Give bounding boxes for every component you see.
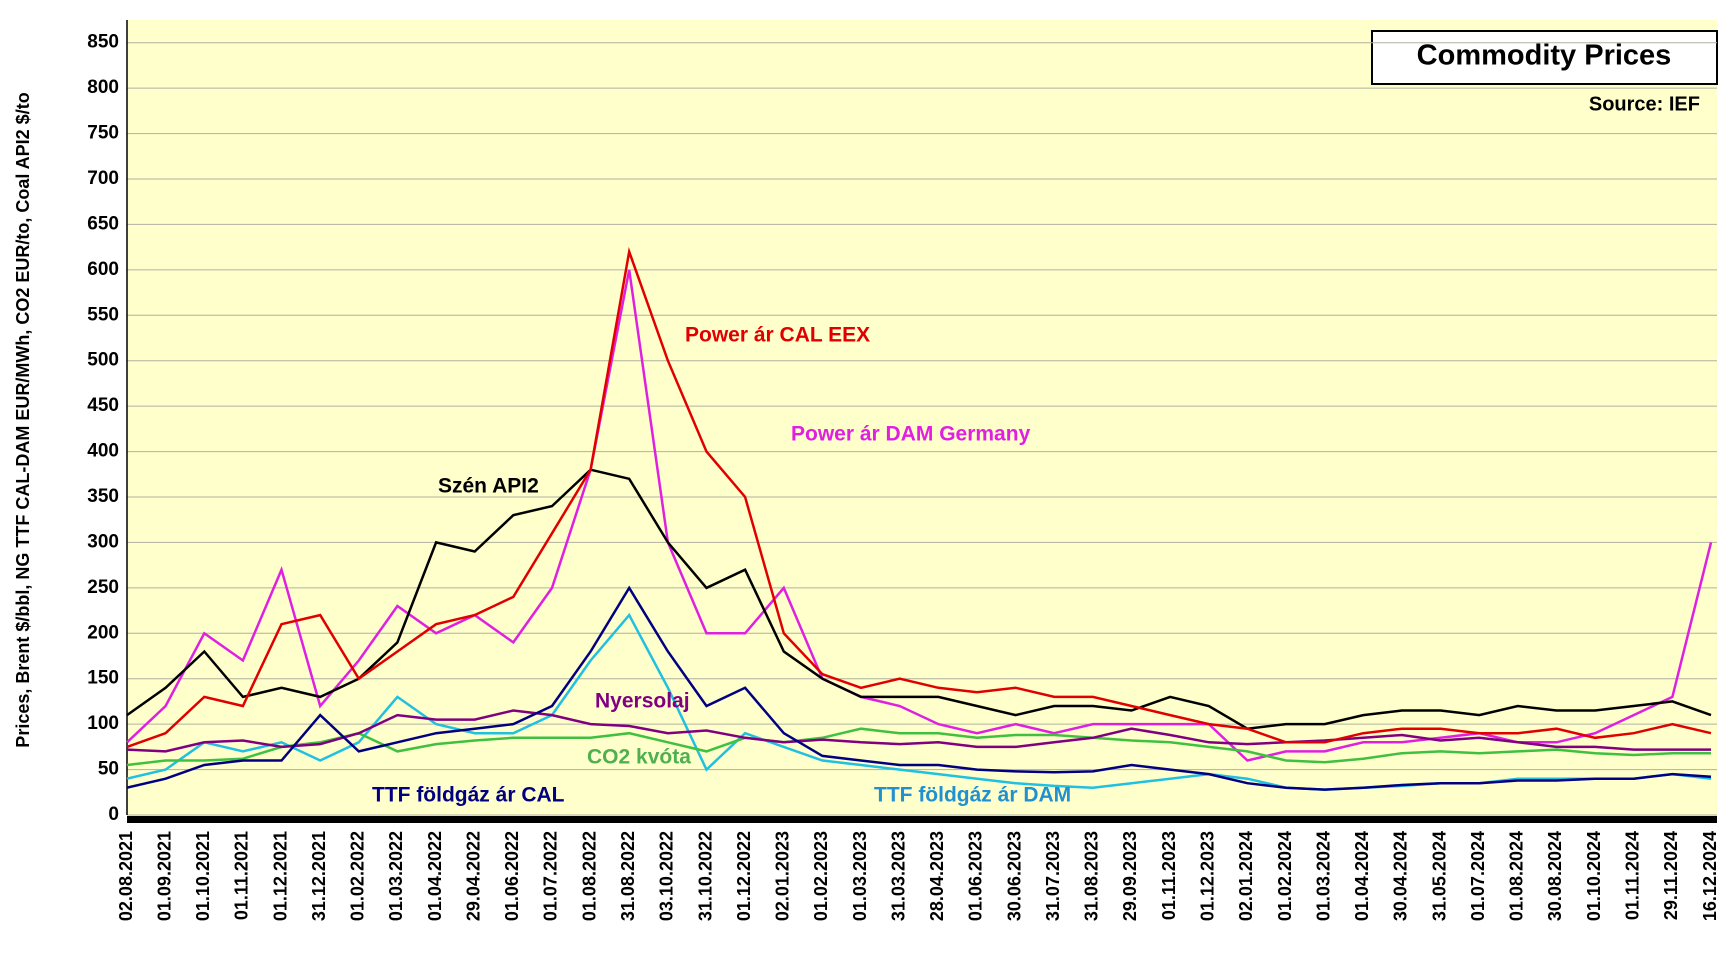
y-tick-label: 400 xyxy=(87,441,119,462)
chart-title: Commodity Prices xyxy=(1417,40,1672,72)
x-tick-label: 16.12.2024 xyxy=(1700,831,1720,921)
y-tick-label: 700 xyxy=(87,168,119,189)
x-tick-label: 01.09.2021 xyxy=(154,831,174,921)
x-tick-label: 01.03.2024 xyxy=(1313,831,1333,921)
x-tick-label: 01.12.2021 xyxy=(270,831,290,921)
series-label: TTF földgáz ár DAM xyxy=(874,784,1071,807)
y-tick-label: 500 xyxy=(87,350,119,371)
x-tick-label: 02.01.2024 xyxy=(1236,831,1256,921)
x-tick-label: 01.06.2023 xyxy=(966,831,986,921)
x-tick-label: 29.09.2023 xyxy=(1120,831,1140,921)
y-tick-label: 450 xyxy=(87,395,119,416)
x-tick-label: 01.03.2023 xyxy=(850,831,870,921)
x-tick-label: 01.12.2023 xyxy=(1198,831,1218,921)
y-tick-label: 0 xyxy=(108,804,119,825)
x-tick-label: 01.11.2021 xyxy=(232,831,252,920)
x-tick-label: 28.04.2023 xyxy=(927,831,947,921)
title-box xyxy=(1371,30,1718,85)
x-tick-label: 01.04.2022 xyxy=(425,831,445,921)
x-tick-label: 01.08.2024 xyxy=(1507,831,1527,921)
x-tick-label: 31.08.2022 xyxy=(618,831,638,921)
y-tick-label: 550 xyxy=(87,304,119,325)
x-tick-label: 29.04.2022 xyxy=(463,831,483,921)
series-label: Power ár CAL EEX xyxy=(685,324,870,347)
y-tick-label: 350 xyxy=(87,486,119,507)
x-tick-label: 02.01.2023 xyxy=(773,831,793,921)
x-tick-label: 01.02.2023 xyxy=(811,831,831,921)
x-tick-label: 01.11.2024 xyxy=(1622,831,1642,920)
y-tick-label: 750 xyxy=(87,123,119,144)
y-tick-label: 100 xyxy=(87,713,119,734)
x-tick-label: 03.10.2022 xyxy=(657,831,677,921)
x-tick-label: 01.03.2022 xyxy=(386,831,406,921)
x-tick-label: 01.12.2022 xyxy=(734,831,754,921)
y-axis-label: Prices, Brent $/bbl, NG TTF CAL-DAM EUR/… xyxy=(13,92,33,747)
x-tick-label: 01.07.2022 xyxy=(541,831,561,921)
series-label: TTF földgáz ár CAL xyxy=(372,784,565,807)
source: Source: IEF xyxy=(1589,93,1700,115)
y-tick-label: 250 xyxy=(87,577,119,598)
y-tick-label: 600 xyxy=(87,259,119,280)
y-tick-label: 650 xyxy=(87,213,119,234)
y-tick-label: 50 xyxy=(98,759,119,780)
x-tick-label: 01.07.2024 xyxy=(1468,831,1488,921)
x-tick-label: 01.10.2021 xyxy=(193,831,213,921)
x-tick-label: 31.12.2021 xyxy=(309,831,329,921)
x-tick-label: 02.08.2021 xyxy=(116,831,136,921)
x-tick-label: 01.06.2022 xyxy=(502,831,522,921)
x-tick-label: 30.08.2024 xyxy=(1545,831,1565,921)
series-label: CO2 kvóta xyxy=(587,746,691,769)
series-line xyxy=(126,468,1712,730)
x-tick-label: 30.06.2023 xyxy=(1004,831,1024,921)
y-tick-label: 850 xyxy=(87,32,119,53)
x-tick-label: 31.10.2022 xyxy=(695,831,715,921)
x-tick-label: 31.05.2024 xyxy=(1429,831,1449,921)
y-tick-label: 800 xyxy=(87,77,119,98)
x-tick-label: 01.02.2022 xyxy=(348,831,368,921)
series-line xyxy=(126,727,1711,767)
series-line xyxy=(126,269,1713,762)
x-tick-label: 01.11.2023 xyxy=(1159,831,1179,920)
x-tick-label: 31.08.2023 xyxy=(1082,831,1102,921)
x-tick-label: 01.08.2022 xyxy=(579,831,599,921)
x-tick-label: 01.02.2024 xyxy=(1275,831,1295,921)
x-tick-label: 31.03.2023 xyxy=(888,831,908,921)
series-line xyxy=(126,585,1712,791)
x-axis xyxy=(127,816,1717,823)
x-tick-label: 30.04.2024 xyxy=(1391,831,1411,921)
series-line xyxy=(126,246,1712,749)
y-tick-label: 300 xyxy=(87,531,119,552)
x-tick-label: 29.11.2024 xyxy=(1661,831,1681,920)
x-tick-label: 01.10.2024 xyxy=(1584,831,1604,921)
series-line xyxy=(126,709,1711,753)
series-label: Szén API2 xyxy=(438,475,539,498)
x-tick-label: 01.04.2024 xyxy=(1352,831,1372,921)
y-tick-label: 150 xyxy=(87,668,119,689)
x-tick-label: 31.07.2023 xyxy=(1043,831,1063,921)
series-label: Power ár DAM Germany xyxy=(791,423,1031,446)
series-label: Nyersolaj xyxy=(595,690,690,713)
y-tick-label: 200 xyxy=(87,622,119,643)
